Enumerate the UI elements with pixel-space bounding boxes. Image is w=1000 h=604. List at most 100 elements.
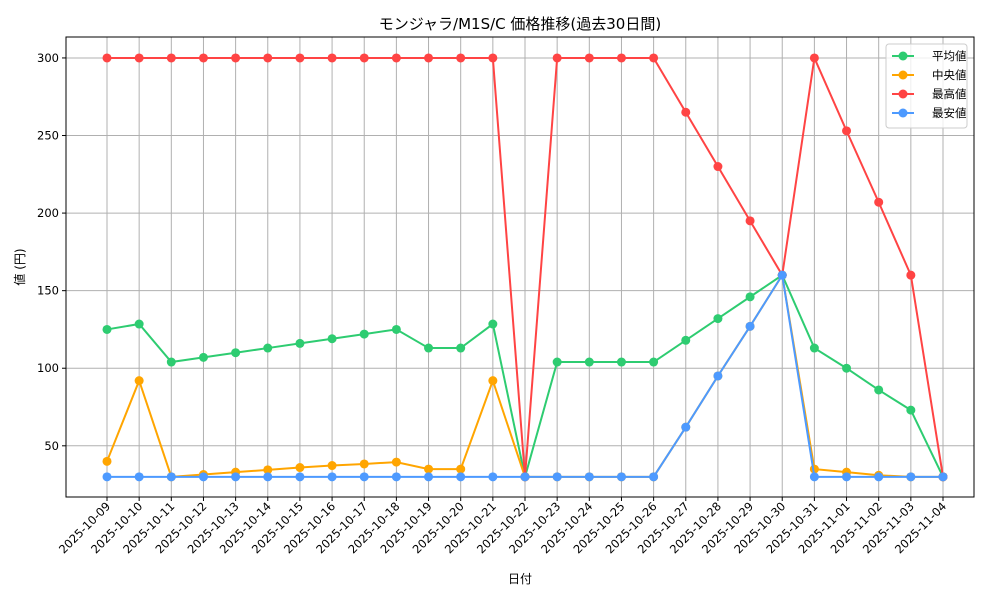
data-point xyxy=(134,472,144,482)
data-point xyxy=(649,53,659,63)
data-point xyxy=(874,385,884,395)
data-point xyxy=(424,53,434,63)
data-point xyxy=(681,107,691,117)
legend-box xyxy=(885,43,968,129)
y-tick-label: 300 xyxy=(37,51,59,65)
data-point xyxy=(166,357,176,367)
data-point xyxy=(295,463,305,473)
data-point xyxy=(713,162,723,172)
data-point xyxy=(359,329,369,339)
legend-marker xyxy=(898,89,908,99)
legend-marker xyxy=(898,70,908,80)
data-point xyxy=(874,472,884,482)
data-point xyxy=(777,270,787,280)
data-point xyxy=(295,338,305,348)
data-point xyxy=(295,53,305,63)
data-point xyxy=(198,352,208,362)
x-ticks: 2025-10-092025-10-102025-10-112025-10-12… xyxy=(56,497,949,556)
data-point xyxy=(713,371,723,381)
data-point xyxy=(391,324,401,334)
data-point xyxy=(327,334,337,344)
data-point xyxy=(424,464,434,474)
data-point xyxy=(327,461,337,471)
data-point xyxy=(809,343,819,353)
series-layer xyxy=(102,53,948,482)
data-point xyxy=(842,472,852,482)
data-point xyxy=(231,348,241,358)
data-point xyxy=(649,357,659,367)
data-point xyxy=(520,472,530,482)
data-point xyxy=(681,422,691,432)
data-point xyxy=(713,314,723,324)
data-point xyxy=(584,53,594,63)
data-point xyxy=(231,53,241,63)
y-ticks: 50 100 150 200 250 300 xyxy=(37,51,66,453)
chart-title: モンジャラ/M1S/C 価格推移(過去30日間) xyxy=(379,15,661,33)
grid xyxy=(66,37,974,497)
data-point xyxy=(359,53,369,63)
legend-label: 最安値 xyxy=(932,106,967,120)
data-point xyxy=(488,472,498,482)
data-point xyxy=(102,53,112,63)
data-point xyxy=(552,472,562,482)
data-point xyxy=(488,53,498,63)
data-point xyxy=(681,335,691,345)
y-tick-label: 250 xyxy=(37,129,59,143)
data-point xyxy=(263,343,273,353)
data-point xyxy=(906,472,916,482)
data-point xyxy=(616,53,626,63)
data-point xyxy=(906,270,916,280)
data-point xyxy=(842,363,852,373)
data-point xyxy=(745,216,755,226)
data-point xyxy=(456,53,466,63)
data-point xyxy=(584,472,594,482)
legend-label: 最高値 xyxy=(932,87,967,101)
y-axis-label: 値 (円) xyxy=(12,248,27,285)
data-point xyxy=(616,357,626,367)
data-point xyxy=(166,53,176,63)
data-point xyxy=(874,197,884,207)
data-point xyxy=(488,376,498,386)
data-point xyxy=(424,343,434,353)
data-point xyxy=(391,472,401,482)
data-point xyxy=(745,292,755,302)
data-point xyxy=(456,343,466,353)
data-point xyxy=(327,472,337,482)
data-point xyxy=(166,472,176,482)
data-point xyxy=(263,465,273,475)
data-point xyxy=(552,53,562,63)
data-point xyxy=(906,405,916,415)
y-tick-label: 150 xyxy=(37,284,59,298)
data-point xyxy=(488,319,498,329)
data-point xyxy=(359,459,369,469)
data-point xyxy=(295,472,305,482)
data-point xyxy=(649,472,659,482)
data-point xyxy=(134,376,144,386)
legend-label: 中央値 xyxy=(932,68,967,82)
data-point xyxy=(198,53,208,63)
data-point xyxy=(231,472,241,482)
series-3 xyxy=(102,270,948,482)
y-tick-label: 200 xyxy=(37,206,59,220)
data-point xyxy=(327,53,337,63)
data-point xyxy=(616,472,626,482)
data-point xyxy=(102,456,112,466)
plot-frame xyxy=(65,36,975,498)
data-point xyxy=(102,472,112,482)
y-tick-label: 100 xyxy=(37,361,59,375)
data-point xyxy=(198,472,208,482)
data-point xyxy=(359,472,369,482)
data-point xyxy=(938,472,948,482)
data-point xyxy=(456,472,466,482)
data-point xyxy=(842,126,852,136)
data-point xyxy=(102,324,112,334)
data-point xyxy=(745,321,755,331)
data-point xyxy=(391,53,401,63)
x-axis-label: 日付 xyxy=(508,572,532,586)
data-point xyxy=(263,53,273,63)
y-tick-label: 50 xyxy=(44,439,59,453)
data-point xyxy=(263,472,273,482)
data-point xyxy=(809,53,819,63)
